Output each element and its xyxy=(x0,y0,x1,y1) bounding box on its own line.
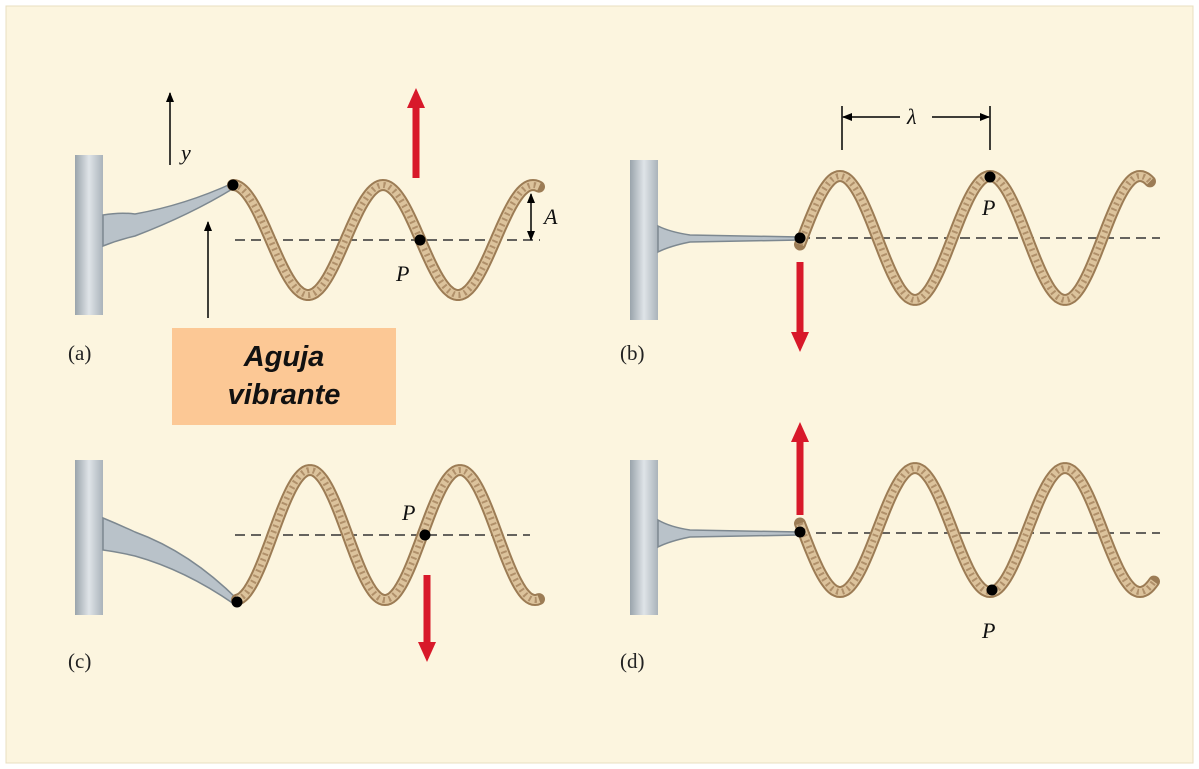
artwork xyxy=(75,88,1160,662)
wall xyxy=(75,155,103,315)
motion-arrow-head xyxy=(791,332,809,352)
wall xyxy=(630,460,658,615)
panel-label: (a) xyxy=(68,341,91,365)
point xyxy=(986,584,998,596)
callout-text: Aguja xyxy=(243,341,325,373)
rope-texture xyxy=(797,172,1153,303)
panel-label: (b) xyxy=(620,341,645,365)
point xyxy=(231,596,243,608)
rope-texture xyxy=(232,181,541,298)
rope xyxy=(235,466,541,605)
point-label: P xyxy=(981,618,995,643)
motion-arrow-head xyxy=(418,642,436,662)
point-label: P xyxy=(395,261,409,286)
callout-box xyxy=(172,328,396,425)
point xyxy=(227,179,239,191)
amplitude-label: A xyxy=(542,204,558,229)
panel-label: (d) xyxy=(620,649,645,673)
point-label: P xyxy=(981,195,995,220)
point xyxy=(419,529,431,541)
point xyxy=(794,526,806,538)
panel-label: (c) xyxy=(68,649,91,673)
wall xyxy=(630,160,658,320)
point xyxy=(984,171,996,183)
axis-label: y xyxy=(179,140,191,165)
wavelength-label: λ xyxy=(906,104,917,129)
wall xyxy=(75,460,103,615)
point xyxy=(414,234,426,246)
callout-text: vibrante xyxy=(228,379,341,411)
motion-arrow-head xyxy=(791,422,809,442)
point xyxy=(794,232,806,244)
motion-arrow-head xyxy=(407,88,425,108)
point-label: P xyxy=(401,500,415,525)
rope-texture xyxy=(797,465,1157,596)
